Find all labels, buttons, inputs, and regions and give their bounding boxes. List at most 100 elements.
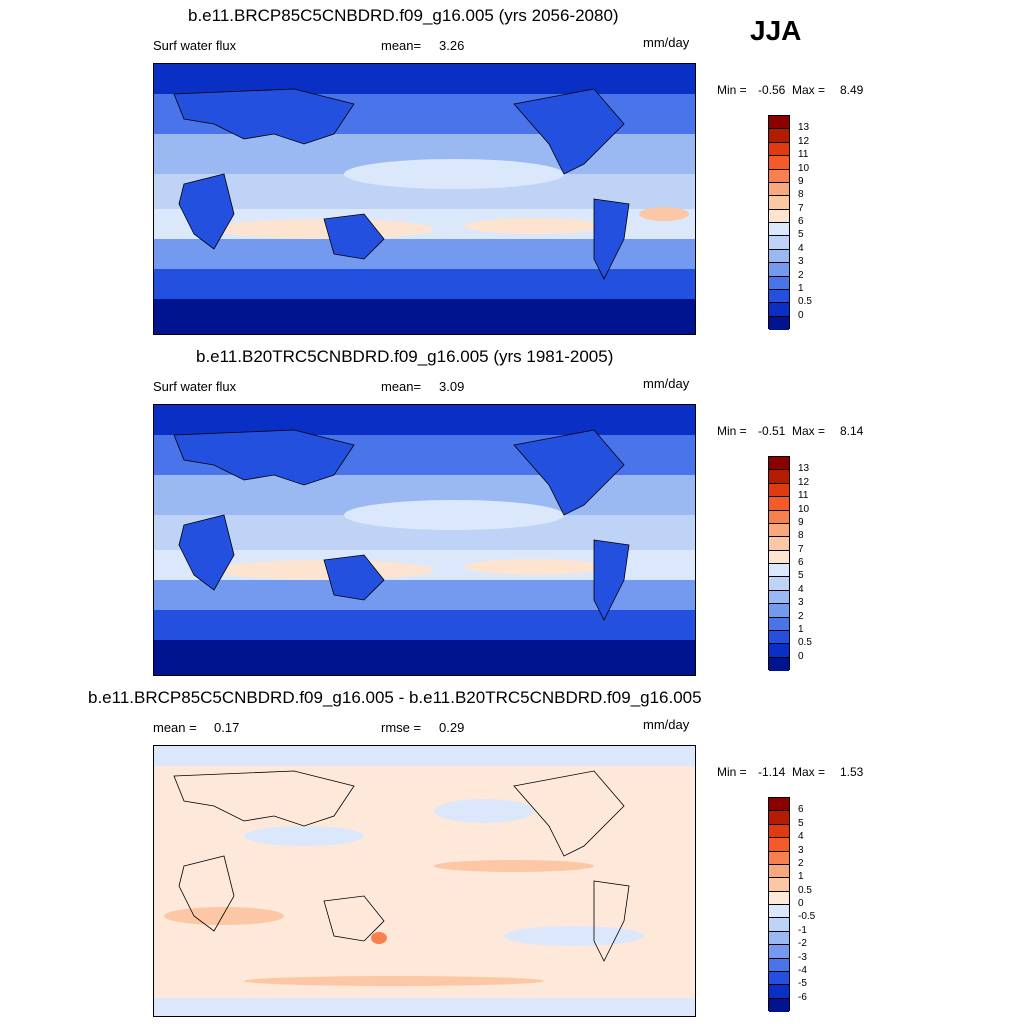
colorbar-segment bbox=[769, 577, 789, 591]
panel1-min-value: -0.56 bbox=[758, 83, 786, 97]
colorbar-tick-label: 1 bbox=[798, 623, 804, 635]
colorbar-segment bbox=[769, 457, 789, 471]
colorbar-tick-label: 0 bbox=[798, 898, 804, 909]
colorbar-segment bbox=[769, 483, 789, 498]
colorbar-tick-label: 2 bbox=[798, 610, 804, 622]
panel1-colorbar bbox=[768, 115, 790, 330]
colorbar-tick-label: 10 bbox=[798, 162, 810, 174]
colorbar-segment bbox=[769, 550, 789, 564]
colorbar-segment bbox=[769, 537, 789, 551]
colorbar-segment bbox=[769, 838, 789, 852]
colorbar-segment bbox=[769, 945, 789, 959]
colorbar-tick-label: 4 bbox=[798, 583, 804, 595]
colorbar-tick-label: 6 bbox=[798, 216, 804, 227]
colorbar-segment bbox=[769, 985, 789, 999]
panel2-map bbox=[153, 404, 696, 676]
panel2-max-value: 8.14 bbox=[840, 424, 864, 438]
colorbar-tick-label: 12 bbox=[798, 135, 810, 147]
colorbar-tick-label: 8 bbox=[798, 530, 804, 542]
colorbar-segment bbox=[769, 303, 789, 317]
colorbar-tick-label: 10 bbox=[798, 503, 810, 515]
colorbar-segment bbox=[769, 590, 789, 605]
colorbar-segment bbox=[769, 998, 789, 1012]
colorbar-tick-label: 0.5 bbox=[798, 637, 812, 649]
panel3-min-value: -1.14 bbox=[758, 765, 786, 779]
colorbar-segment bbox=[769, 116, 789, 130]
colorbar-segment bbox=[769, 209, 789, 223]
panel2-min-value: -0.51 bbox=[758, 424, 786, 438]
colorbar-tick-label: 9 bbox=[798, 175, 804, 187]
colorbar-tick-label: 1 bbox=[798, 282, 804, 294]
colorbar-segment bbox=[769, 811, 789, 825]
colorbar-tick-label: 5 bbox=[798, 817, 804, 829]
colorbar-segment bbox=[769, 142, 789, 157]
colorbar-tick-label: -6 bbox=[798, 991, 807, 1003]
colorbar-tick-label: 8 bbox=[798, 189, 804, 201]
panel2-max-label: Max = bbox=[792, 424, 826, 438]
colorbar-segment bbox=[769, 891, 789, 905]
panel2-mean-value: 3.09 bbox=[439, 379, 465, 394]
colorbar-segment bbox=[769, 617, 789, 631]
colorbar-segment bbox=[769, 497, 789, 511]
colorbar-segment bbox=[769, 657, 789, 671]
panel3-title: b.e11.BRCP85C5CNBDRD.f09_g16.005 - b.e11… bbox=[88, 688, 702, 707]
panel3-map bbox=[153, 745, 696, 1017]
panel3-units: mm/day bbox=[643, 717, 690, 732]
panel1-title: b.e11.BRCP85C5CNBDRD.f09_g16.005 (yrs 20… bbox=[188, 6, 619, 25]
panel3-rmse-label: rmse = bbox=[381, 720, 422, 735]
colorbar-segment bbox=[769, 878, 789, 892]
panel3-mean-label: mean = bbox=[153, 720, 197, 735]
colorbar-tick-label: 3 bbox=[798, 256, 804, 268]
colorbar-tick-label: 0.5 bbox=[798, 884, 812, 896]
colorbar-segment bbox=[769, 824, 789, 839]
colorbar-tick-label: -2 bbox=[798, 938, 807, 950]
colorbar-tick-label: -0.5 bbox=[798, 911, 816, 923]
colorbar-segment bbox=[769, 510, 789, 524]
panel1-min-label: Min = bbox=[717, 83, 747, 97]
panel1-max-value: 8.49 bbox=[840, 83, 864, 97]
colorbar-segment bbox=[769, 798, 789, 812]
colorbar-segment bbox=[769, 905, 789, 919]
colorbar-tick-label: 11 bbox=[798, 149, 809, 161]
colorbar-segment bbox=[769, 236, 789, 250]
colorbar-segment bbox=[769, 196, 789, 210]
colorbar-segment bbox=[769, 630, 789, 645]
colorbar-tick-label: -1 bbox=[798, 924, 807, 936]
colorbar-tick-label: -5 bbox=[798, 978, 807, 990]
colorbar-tick-label: -4 bbox=[798, 964, 807, 976]
panel3-max-label: Max = bbox=[792, 765, 826, 779]
colorbar-tick-label: 3 bbox=[798, 597, 804, 609]
colorbar-tick-label: 1 bbox=[798, 871, 804, 883]
panel1-mean-label: mean= bbox=[381, 38, 422, 53]
colorbar-segment bbox=[769, 931, 789, 946]
colorbar-segment bbox=[769, 644, 789, 658]
panel2-mean-label: mean= bbox=[381, 379, 422, 394]
colorbar-segment bbox=[769, 971, 789, 986]
colorbar-segment bbox=[769, 316, 789, 330]
colorbar-tick-label: 0.5 bbox=[798, 296, 812, 308]
colorbar-tick-label: 0 bbox=[798, 309, 804, 321]
colorbar-tick-label: 11 bbox=[798, 490, 809, 502]
colorbar-segment bbox=[769, 276, 789, 290]
panel3-rmse-value: 0.29 bbox=[439, 720, 465, 735]
colorbar-segment bbox=[769, 169, 789, 183]
colorbar-tick-label: 2 bbox=[798, 857, 804, 869]
panel3-max-value: 1.53 bbox=[840, 765, 864, 779]
colorbar-segment bbox=[769, 129, 789, 143]
panel2-variable: Surf water flux bbox=[153, 379, 237, 394]
panel3-mean-value: 0.17 bbox=[214, 720, 240, 735]
colorbar-tick-label: 5 bbox=[798, 229, 804, 241]
colorbar-tick-label: 13 bbox=[798, 463, 810, 475]
colorbar-segment bbox=[769, 918, 789, 932]
colorbar-tick-label: 7 bbox=[798, 543, 804, 555]
colorbar-segment bbox=[769, 223, 789, 237]
colorbar-tick-label: 5 bbox=[798, 570, 804, 582]
panel1-max-label: Max = bbox=[792, 83, 826, 97]
colorbar-tick-label: 6 bbox=[798, 804, 804, 816]
panel2-units: mm/day bbox=[643, 376, 690, 391]
colorbar-segment bbox=[769, 851, 789, 865]
colorbar-tick-label: 3 bbox=[798, 844, 804, 856]
colorbar-tick-label: 7 bbox=[798, 202, 804, 214]
colorbar-segment bbox=[769, 864, 789, 879]
panel3-colorbar bbox=[768, 797, 790, 1012]
